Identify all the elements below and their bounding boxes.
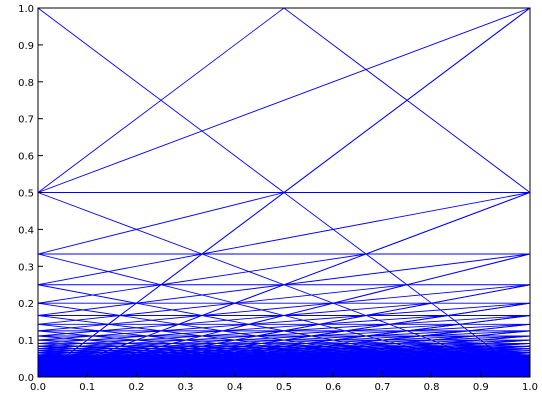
x-tick-label: 0.6 — [325, 382, 341, 393]
series-line — [37, 335, 531, 341]
series-line — [37, 323, 531, 332]
y-tick-label: 1.0 — [18, 4, 34, 15]
y-tick-label: 0.6 — [18, 152, 34, 163]
series-line — [37, 353, 531, 356]
x-tick-label: 0.7 — [374, 382, 390, 393]
series-line — [37, 348, 531, 352]
y-tick-label: 0.2 — [18, 299, 34, 310]
series-line — [37, 314, 531, 325]
x-tick-label: 0.8 — [424, 382, 440, 393]
series-line — [37, 330, 531, 337]
x-tick-label: 0.3 — [178, 382, 194, 393]
series-line — [37, 284, 531, 304]
y-tick-label: 0.4 — [18, 225, 34, 236]
plot-lines — [37, 7, 531, 377]
y-tick-label: 0.5 — [18, 189, 34, 200]
y-tick-label: 0.9 — [18, 41, 34, 52]
series-line — [37, 302, 531, 317]
y-tick-label: 0.1 — [18, 336, 34, 347]
y-tick-label: 0.3 — [18, 262, 34, 273]
x-tick-label: 1.0 — [522, 382, 538, 393]
y-axis-ticks: 0.0 0.1 0.2 0.3 0.4 0.5 0.6 0.7 0.8 0.9 1.0 — [18, 4, 43, 384]
x-tick-label: 0.2 — [128, 382, 144, 393]
x-tick-label: 0.5 — [276, 382, 292, 393]
x-tick-label: 0.0 — [30, 382, 46, 393]
series-line — [37, 253, 531, 286]
y-tick-label: 0.0 — [18, 373, 34, 384]
series-line — [37, 253, 531, 286]
series-line — [37, 302, 531, 316]
series-line — [37, 339, 531, 344]
series-line — [37, 342, 531, 347]
series-line — [37, 357, 531, 360]
y-tick-label: 0.7 — [18, 115, 34, 126]
x-tick-label: 0.4 — [227, 382, 243, 393]
x-tick-label: 0.1 — [79, 382, 95, 393]
x-axis-ticks: 0.0 0.1 0.2 0.3 0.4 0.5 0.6 0.7 0.8 0.9 1.0 — [30, 372, 538, 393]
y-tick-label: 0.8 — [18, 78, 34, 89]
x-tick-label: 0.9 — [473, 382, 489, 393]
